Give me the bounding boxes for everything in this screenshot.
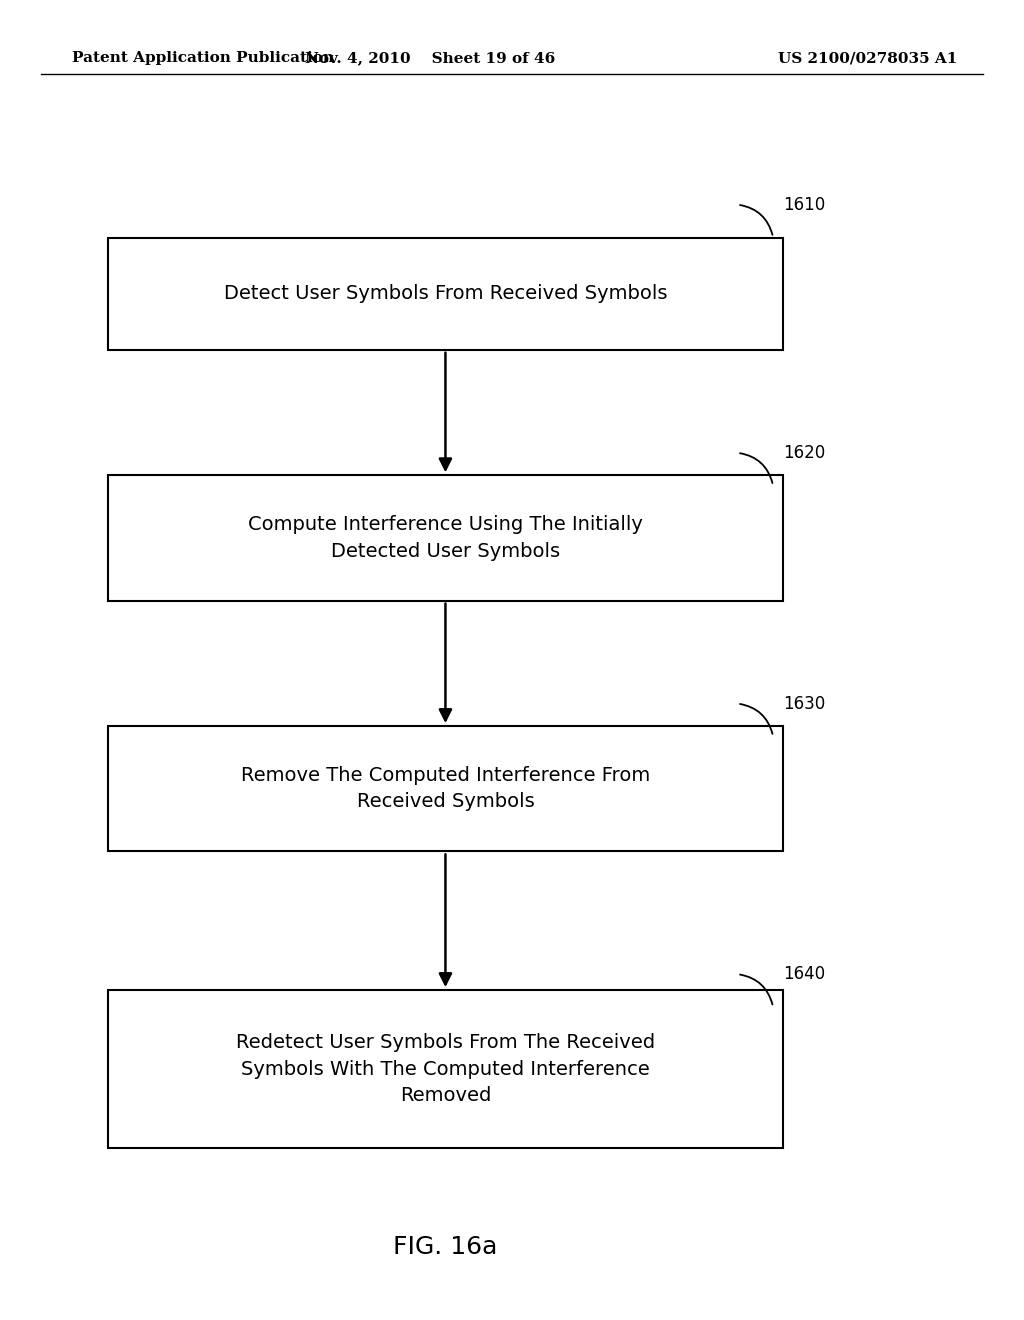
- Text: 1630: 1630: [783, 694, 825, 713]
- Text: Nov. 4, 2010    Sheet 19 of 46: Nov. 4, 2010 Sheet 19 of 46: [305, 51, 555, 65]
- Text: Detect User Symbols From Received Symbols: Detect User Symbols From Received Symbol…: [223, 284, 668, 304]
- FancyBboxPatch shape: [108, 726, 783, 851]
- Text: Remove The Computed Interference From
Received Symbols: Remove The Computed Interference From Re…: [241, 766, 650, 812]
- Text: US 2100/0278035 A1: US 2100/0278035 A1: [778, 51, 957, 65]
- Text: FIG. 16a: FIG. 16a: [393, 1236, 498, 1259]
- FancyBboxPatch shape: [108, 238, 783, 350]
- Text: Patent Application Publication: Patent Application Publication: [72, 51, 334, 65]
- Text: Compute Interference Using The Initially
Detected User Symbols: Compute Interference Using The Initially…: [248, 515, 643, 561]
- Text: 1620: 1620: [783, 444, 825, 462]
- Text: 1610: 1610: [783, 195, 825, 214]
- Text: Redetect User Symbols From The Received
Symbols With The Computed Interference
R: Redetect User Symbols From The Received …: [236, 1034, 655, 1105]
- Text: 1640: 1640: [783, 965, 825, 983]
- FancyBboxPatch shape: [108, 475, 783, 601]
- FancyBboxPatch shape: [108, 990, 783, 1148]
